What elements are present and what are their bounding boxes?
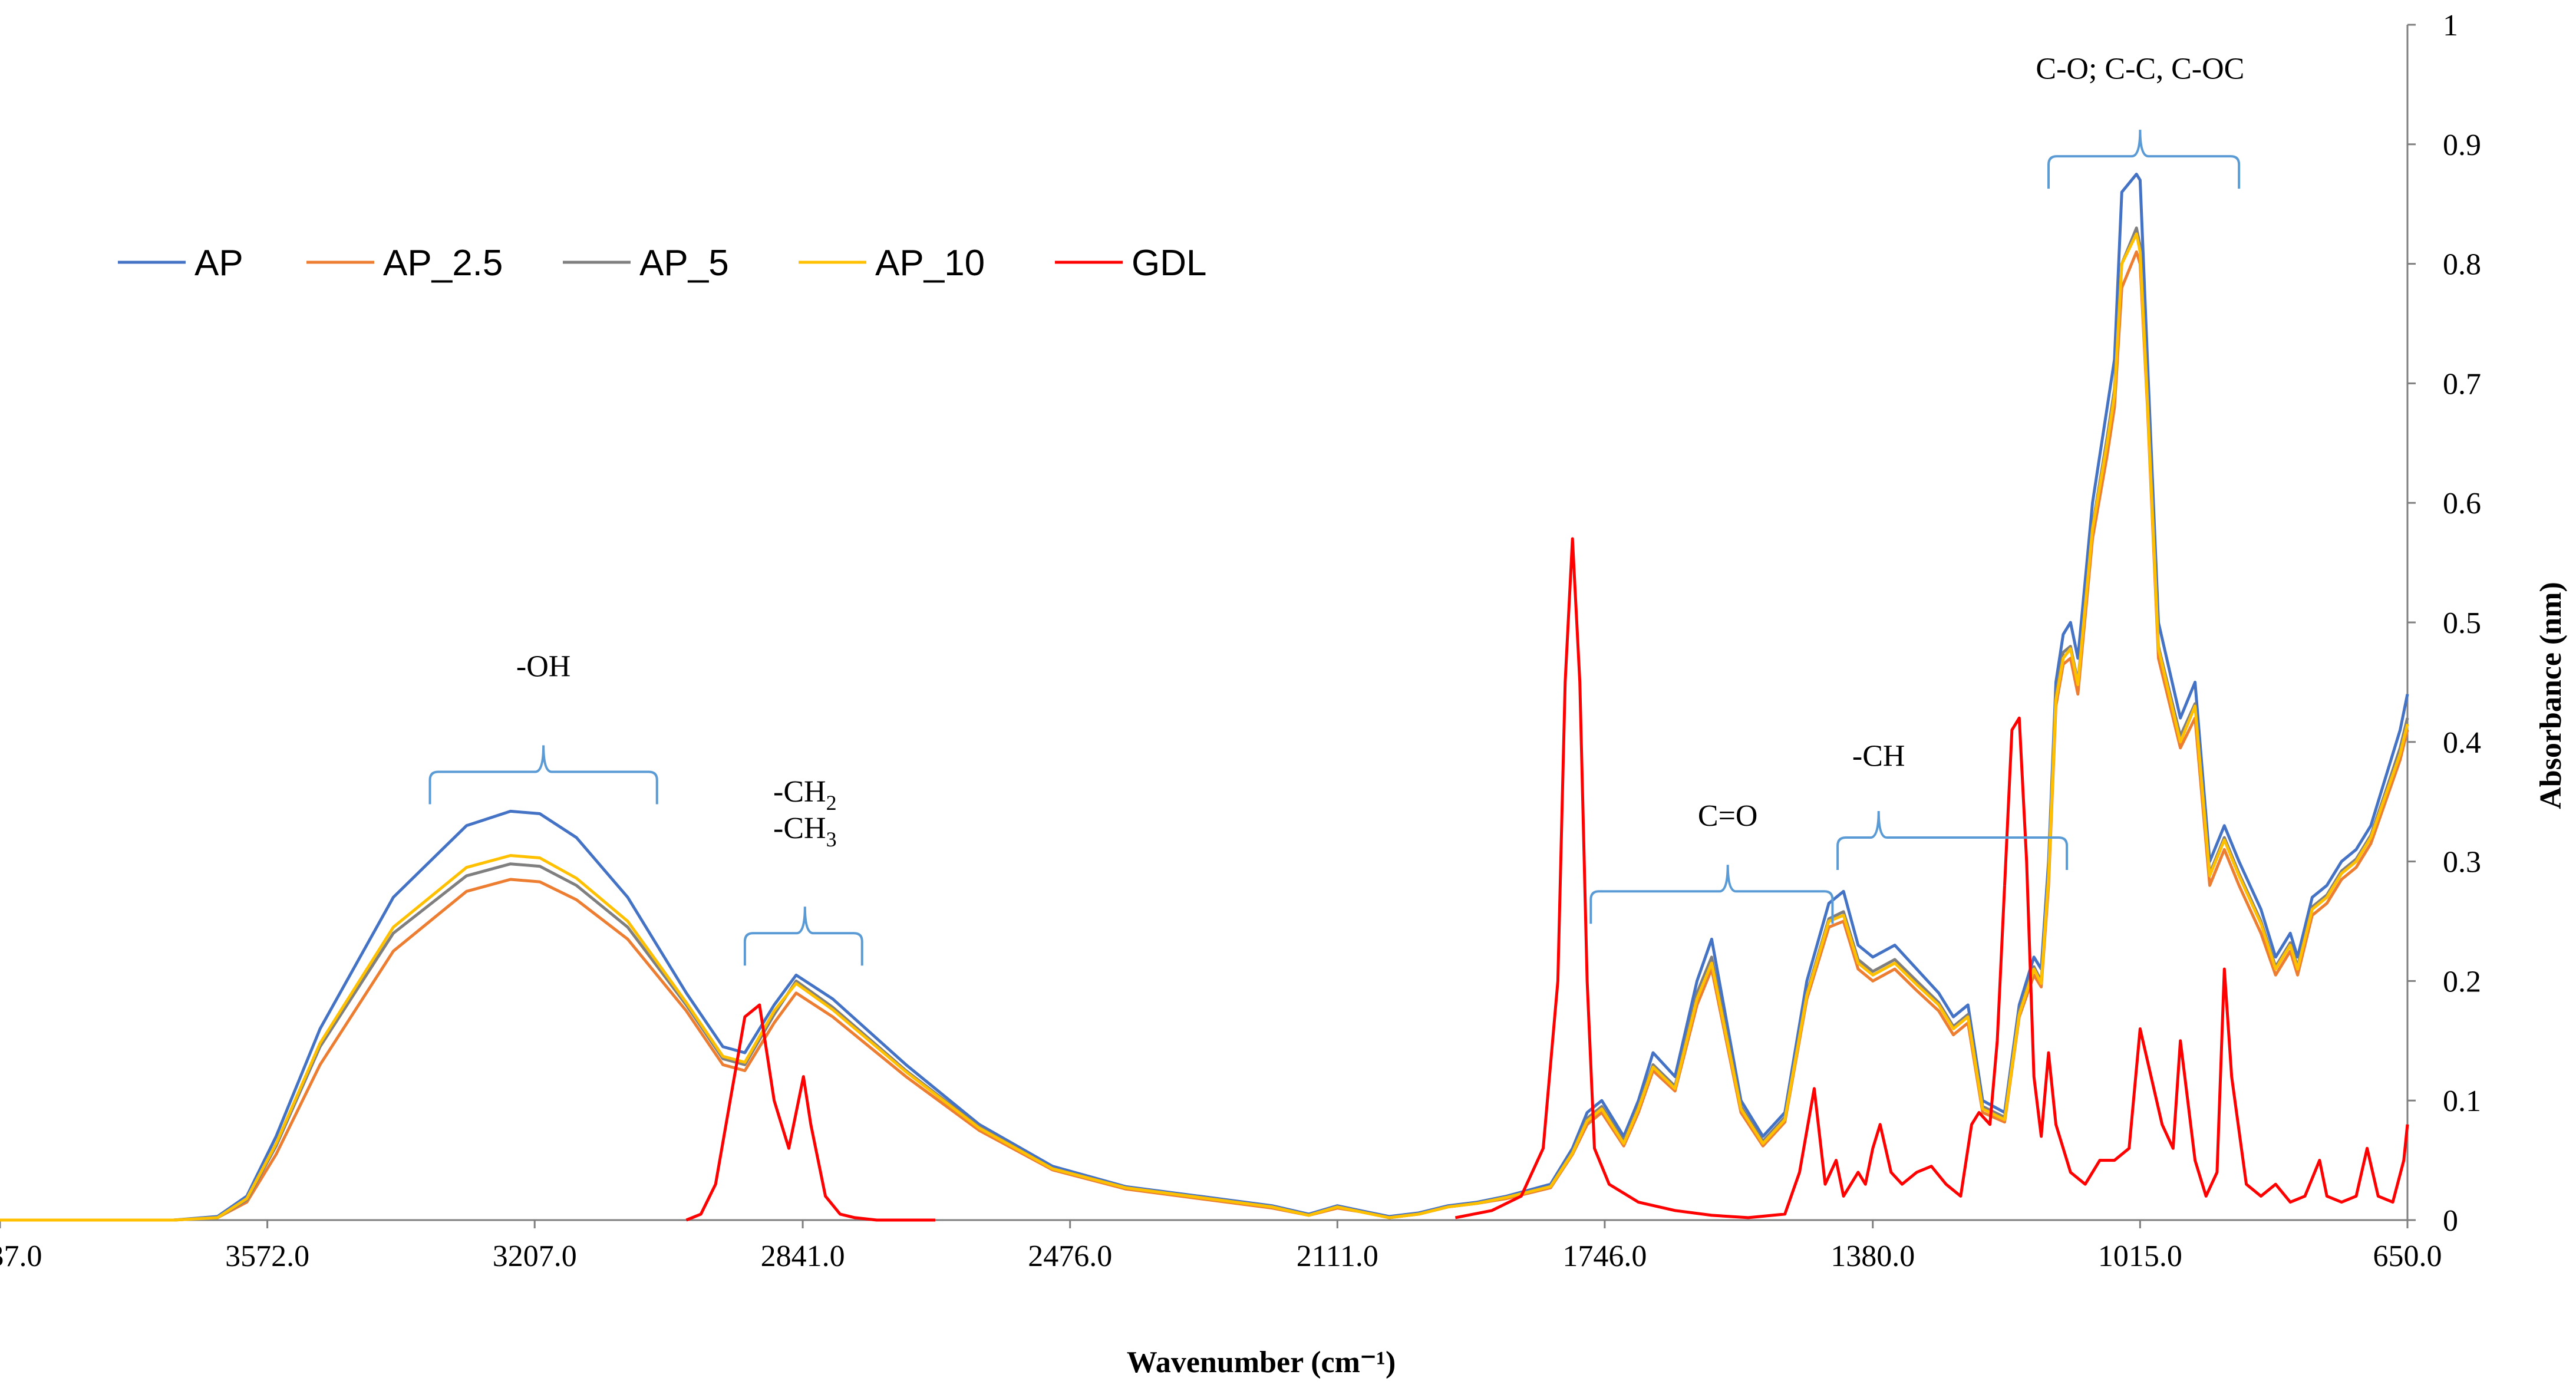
y-tick-label: 0 bbox=[2443, 1204, 2458, 1238]
y-axis-title: Absorbance (nm) bbox=[2534, 582, 2568, 809]
legend-label-ap-10: AP_10 bbox=[875, 243, 985, 284]
annotation-label: C=O bbox=[1698, 799, 1758, 833]
x-tick-label: 650.0 bbox=[2373, 1240, 2442, 1273]
series-line-ap-10 bbox=[0, 232, 2409, 1222]
y-tick-label: 0.3 bbox=[2443, 846, 2481, 879]
x-tick-label: 1380.0 bbox=[1830, 1240, 1915, 1273]
annotation-label: -CH3 bbox=[773, 812, 837, 851]
x-tick-label: 1746.0 bbox=[1562, 1240, 1647, 1273]
annotation-label: -CH2 bbox=[773, 775, 837, 815]
x-axis-ticks: 3937.0 3572.0 3207.0 2841.0 2476.0 2111.0 1746… bbox=[0, 1220, 2442, 1273]
x-tick-label: 2111.0 bbox=[1297, 1240, 1378, 1273]
annotation-bracket bbox=[743, 907, 863, 966]
y-tick-label: 1 bbox=[2443, 9, 2458, 42]
x-axis-title: Wavenumber (cm⁻¹) bbox=[1127, 1346, 1396, 1379]
x-tick-label: 3937.0 bbox=[0, 1240, 42, 1273]
legend: AP AP_2.5 AP_5 AP_10 GDL bbox=[118, 243, 1206, 284]
y-tick-label: 0.7 bbox=[2443, 367, 2481, 401]
y-tick-label: 0.2 bbox=[2443, 965, 2481, 998]
annotation-bracket bbox=[1836, 811, 2069, 871]
x-tick-label: 3207.0 bbox=[493, 1240, 577, 1273]
annotation-label: -CH bbox=[1852, 739, 1905, 773]
annotation-bracket bbox=[428, 745, 658, 805]
annotations: -OH -CH2-CH3 C=O -CH C-O; C-C, C-OC bbox=[428, 52, 2244, 966]
legend-label-ap-5: AP_5 bbox=[639, 243, 729, 284]
x-tick-label: 2476.0 bbox=[1028, 1240, 1112, 1273]
y-tick-label: 0.8 bbox=[2443, 248, 2481, 282]
y-tick-label: 0.4 bbox=[2443, 726, 2481, 760]
legend-label-ap: AP bbox=[194, 243, 243, 284]
y-tick-label: 0.6 bbox=[2443, 487, 2481, 520]
plot-area: 3937.0 3572.0 3207.0 2841.0 2476.0 2111.0 1746… bbox=[0, 9, 2481, 1273]
series-line-gdl-seg1 bbox=[685, 1003, 935, 1222]
annotation-label: -OH bbox=[516, 650, 570, 683]
y-axis-ticks: 0 0.1 0.2 0.3 0.4 0.5 0.6 0.7 0.8 0.9 1 bbox=[2407, 9, 2481, 1238]
annotation-bracket bbox=[1589, 865, 1834, 924]
series-lines bbox=[0, 173, 2409, 1222]
series-line-gdl-seg2 bbox=[1454, 537, 2006, 1219]
annotation-label: C-O; C-C, C-OC bbox=[2036, 52, 2244, 85]
series-line-gdl-seg3 bbox=[2003, 716, 2409, 1204]
y-tick-label: 0.9 bbox=[2443, 128, 2481, 162]
y-tick-label: 0.1 bbox=[2443, 1085, 2481, 1118]
x-tick-label: 2841.0 bbox=[761, 1240, 845, 1273]
annotation-bracket bbox=[2047, 130, 2241, 189]
legend-label-gdl: GDL bbox=[1132, 243, 1206, 284]
x-tick-label: 3572.0 bbox=[225, 1240, 309, 1273]
x-tick-label: 1015.0 bbox=[2098, 1240, 2182, 1273]
legend-label-ap-2-5: AP_2.5 bbox=[383, 243, 503, 284]
y-tick-label: 0.5 bbox=[2443, 606, 2481, 640]
